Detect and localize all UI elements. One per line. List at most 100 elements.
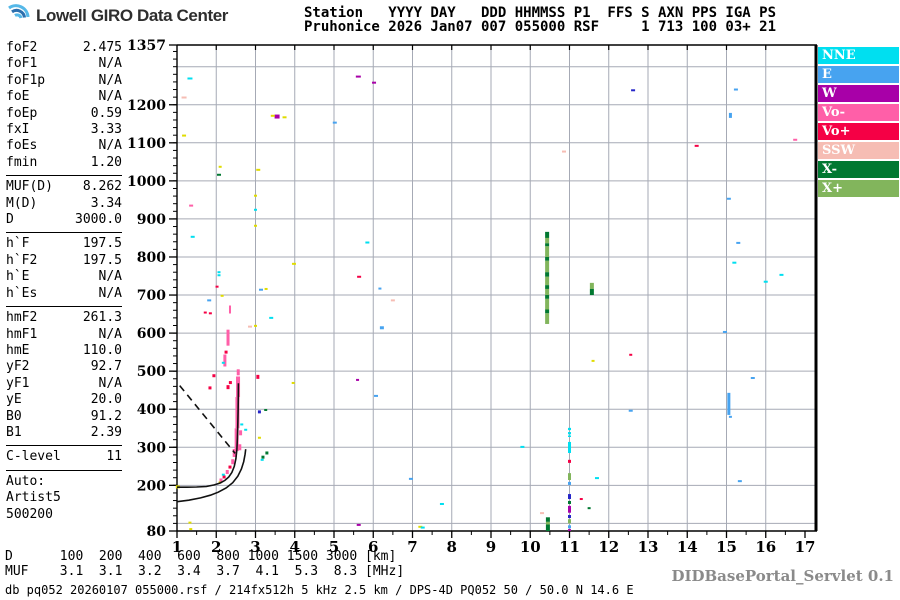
echo-point	[190, 235, 195, 238]
param-label: Auto:	[6, 473, 46, 489]
echo-point	[222, 475, 226, 479]
x-tick-label: 15	[716, 538, 737, 556]
x-tick-label: 10	[520, 538, 541, 556]
param-label: B0	[6, 408, 22, 424]
param-label: D	[6, 212, 14, 228]
param-value: N/A	[98, 89, 122, 105]
param-row: foF2 2.475	[6, 40, 122, 56]
echo-point	[226, 329, 230, 346]
echo-streak	[545, 517, 550, 522]
param-row: B1 2.39	[6, 425, 122, 441]
param-label: foF1p	[6, 72, 46, 88]
echo-point	[270, 114, 275, 117]
param-label: yE	[6, 392, 22, 408]
echo-point	[236, 369, 240, 376]
echo-point	[224, 350, 228, 354]
param-label: yF2	[6, 359, 30, 375]
echo-point	[225, 470, 229, 475]
echo-point	[182, 134, 187, 137]
param-label: Artist5	[6, 490, 61, 506]
param-row: foF1 N/A	[6, 56, 122, 72]
echo-point	[282, 116, 287, 119]
echo-point	[291, 262, 296, 265]
param-label: h`E	[6, 269, 30, 285]
echo-point	[418, 525, 423, 528]
param-row: C-level 11	[6, 449, 122, 465]
param-row: h`F2 197.5	[6, 253, 122, 269]
echo-point	[218, 165, 222, 168]
param-value: 2.39	[90, 424, 122, 440]
param-label: 500200	[6, 506, 53, 522]
param-label: foF1	[6, 56, 38, 72]
param-label: C-level	[6, 449, 61, 465]
param-row: Artist5	[6, 490, 122, 506]
echo-streak	[568, 525, 571, 529]
echo-point	[579, 498, 583, 501]
echo-point	[220, 294, 224, 297]
param-row: fmin 1.20	[6, 155, 122, 171]
echo-point	[379, 326, 384, 330]
y-tick-label: 1200	[127, 98, 166, 114]
echo-point	[257, 436, 261, 439]
echo-point	[356, 523, 361, 526]
param-value: N/A	[98, 326, 122, 342]
echo-streak	[568, 500, 571, 504]
y-tick-label: 1100	[127, 136, 166, 152]
param-label: foE	[6, 89, 30, 105]
echo-point	[274, 114, 280, 119]
echo-point	[728, 112, 732, 118]
param-row: yE 20.0	[6, 392, 122, 408]
param-value: 1.20	[90, 154, 122, 170]
y-tick-label: 800	[137, 250, 166, 266]
echo-legend: NNE E W Vo- Vo+ SSW X- X+	[818, 47, 899, 199]
echo-streak	[545, 237, 550, 244]
echo-point	[631, 89, 636, 92]
param-row: hmE 110.0	[6, 343, 122, 359]
echo-point	[736, 241, 741, 244]
parameter-divider	[6, 306, 122, 308]
x-tick-label: 9	[486, 538, 496, 556]
param-label: M(D)	[6, 195, 38, 211]
x-tick-label: 5	[329, 538, 339, 556]
status-line: db pq052 20260107 055000.rsf / 214fx512h…	[5, 583, 634, 597]
param-label: hmE	[6, 342, 30, 358]
echo-point	[378, 287, 382, 290]
param-row: h`Es N/A	[6, 286, 122, 302]
param-label: B1	[6, 424, 22, 440]
param-row: Auto:	[6, 474, 122, 490]
echo-point	[793, 138, 798, 141]
echo-streak	[568, 432, 571, 435]
echo-streak	[568, 515, 571, 519]
echo-point	[365, 241, 370, 244]
echo-point	[228, 465, 232, 469]
param-row: D 3000.0	[6, 212, 122, 228]
echo-point	[181, 96, 187, 99]
echo-point	[260, 458, 264, 461]
x-tick-label: 8	[447, 538, 457, 556]
parameter-divider	[6, 232, 122, 234]
echo-streak	[545, 521, 550, 525]
echo-point	[256, 374, 260, 379]
param-row: B0 91.2	[6, 409, 122, 425]
param-label: hmF2	[6, 310, 38, 326]
echo-point	[265, 451, 269, 455]
echo-point	[372, 81, 377, 84]
param-value: 3.33	[90, 122, 122, 138]
echo-point	[208, 386, 212, 390]
echo-point	[332, 121, 337, 124]
param-label: MUF(D)	[6, 179, 53, 195]
param-value: N/A	[98, 138, 122, 154]
echo-point	[256, 168, 261, 171]
echo-point	[726, 197, 731, 200]
echo-streak	[568, 427, 571, 431]
echo-point	[189, 528, 193, 531]
param-value: 91.2	[90, 408, 122, 424]
echo-point	[248, 325, 253, 328]
echo-streak	[568, 441, 571, 453]
echo-point	[750, 377, 755, 380]
echo-point	[221, 473, 225, 476]
x-tick-label: 17	[795, 538, 816, 556]
param-value: N/A	[98, 285, 122, 301]
x-tick-label: 14	[677, 538, 698, 556]
echo-streak	[568, 473, 571, 481]
